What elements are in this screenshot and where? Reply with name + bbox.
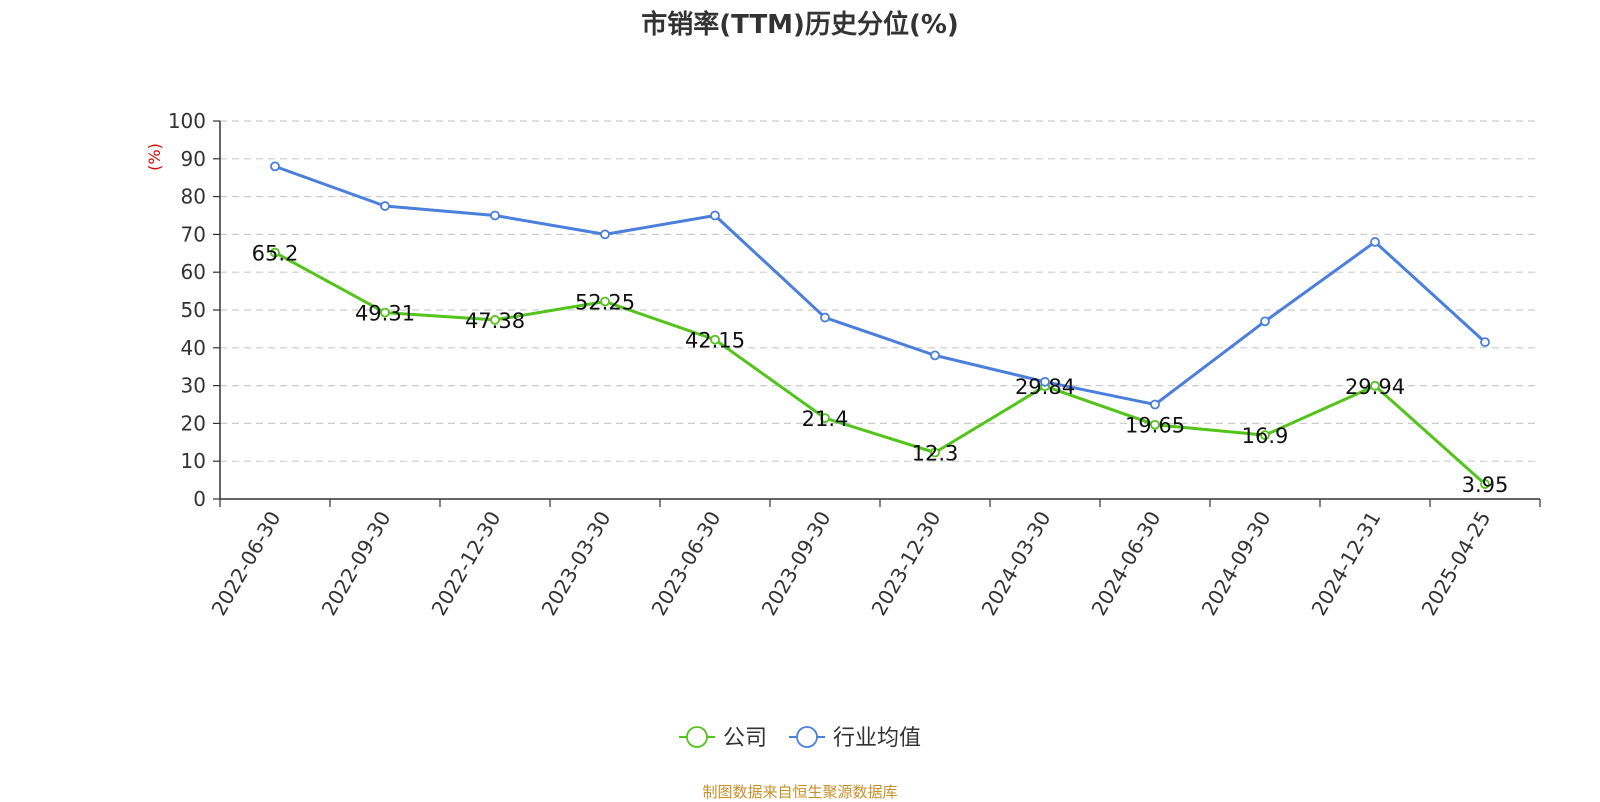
data-point <box>380 201 390 211</box>
x-tick-label: 2022-12-30 <box>426 507 505 620</box>
data-point <box>490 315 500 325</box>
data-point <box>1370 237 1380 247</box>
data-point <box>380 307 390 318</box>
data-point <box>710 334 720 345</box>
data-labels: 65.2 49.31 47.38 52.25 42.15 21.4 12.3 29.84 19.… <box>252 242 1509 498</box>
data-point <box>1480 479 1490 489</box>
x-tick-label: 2023-03-30 <box>536 507 615 620</box>
x-tick-label: 2023-06-30 <box>646 507 725 620</box>
data-label: 29.94 <box>1345 375 1405 399</box>
x-tick-label: 2024-12-31 <box>1306 507 1385 620</box>
y-tick-label: 30 <box>181 374 206 398</box>
y-tick-label: 50 <box>181 298 206 322</box>
data-point <box>1260 430 1270 441</box>
data-label: 21.4 <box>802 407 849 431</box>
y-axis-label: (%) <box>145 143 164 171</box>
data-point <box>600 229 610 240</box>
axes: 0 10 20 30 40 50 60 70 80 90 100 2022-06-30 2022-09-… <box>168 109 1541 620</box>
source-note: 制图数据来自恒生聚源数据库 <box>702 783 898 801</box>
y-tick-label: 10 <box>181 449 206 473</box>
x-tick-label: 2022-06-30 <box>206 507 285 620</box>
data-point <box>1260 316 1270 327</box>
data-point <box>930 447 940 458</box>
data-point <box>1480 337 1490 348</box>
x-tick-label: 2023-09-30 <box>756 507 835 620</box>
series-line-0 <box>274 251 1486 486</box>
data-label: 52.25 <box>575 290 635 314</box>
data-point <box>490 210 500 221</box>
data-label: 16.9 <box>1242 424 1289 448</box>
data-point <box>930 350 940 361</box>
data-point <box>1040 376 1050 387</box>
data-point <box>1370 380 1380 391</box>
data-point <box>270 247 280 258</box>
data-label: 47.38 <box>465 309 525 333</box>
chart-title: 市销率(TTM)历史分位(%) <box>641 10 959 40</box>
data-point <box>600 296 610 307</box>
grid-lines <box>220 120 1540 462</box>
y-tick-label: 40 <box>181 336 206 360</box>
data-label: 12.3 <box>912 442 959 466</box>
legend-label-1: 行业均值 <box>833 726 921 751</box>
data-point <box>270 161 280 172</box>
data-label: 19.65 <box>1125 414 1185 438</box>
y-tick-label: 60 <box>181 260 206 284</box>
legend-marker-1 <box>796 726 818 748</box>
data-label: 29.84 <box>1015 375 1075 399</box>
legend-marker-0 <box>686 726 708 748</box>
data-point <box>820 312 830 323</box>
legend: 公司 行业均值 <box>679 726 921 751</box>
data-label: 65.2 <box>252 242 299 266</box>
y-tick-label: 70 <box>181 222 206 246</box>
data-point <box>1150 399 1160 410</box>
data-label: 49.31 <box>355 302 415 326</box>
x-tick-label: 2024-06-30 <box>1086 507 1165 620</box>
y-tick-label: 20 <box>181 411 206 435</box>
series-lines <box>270 161 1490 489</box>
x-tick-label: 2024-09-30 <box>1196 507 1275 620</box>
y-tick-label: 80 <box>181 185 206 209</box>
y-tick-label: 100 <box>168 109 206 133</box>
x-tick-label: 2025-04-25 <box>1416 507 1495 620</box>
data-point <box>710 210 720 221</box>
series-line-1 <box>274 164 1487 406</box>
x-tick-label: 2022-09-30 <box>316 507 395 620</box>
y-tick-label: 0 <box>193 487 206 511</box>
x-tick-label: 2023-12-30 <box>866 507 945 620</box>
data-point <box>1150 419 1160 430</box>
data-label: 42.15 <box>685 329 745 353</box>
y-tick-label: 90 <box>181 147 206 171</box>
data-label: 3.95 <box>1462 473 1509 497</box>
x-tick-label: 2024-03-30 <box>976 507 1055 620</box>
data-point <box>820 413 830 424</box>
legend-label-0: 公司 <box>723 726 767 751</box>
